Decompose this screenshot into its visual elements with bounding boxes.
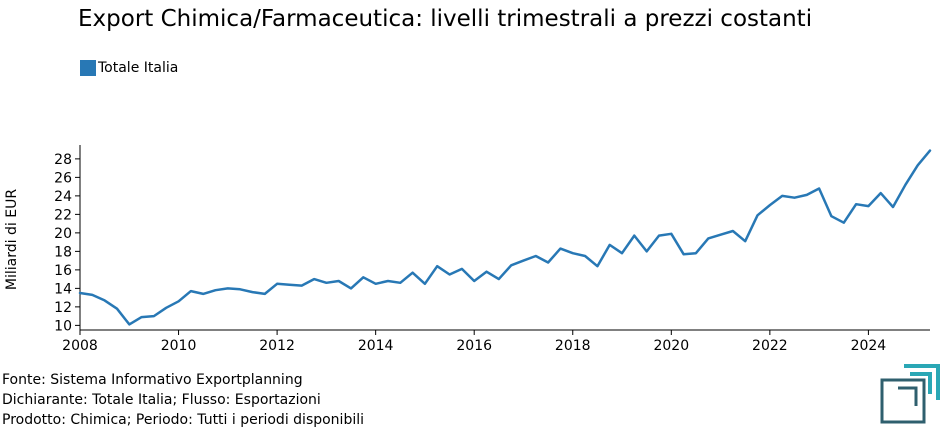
y-axis-label: Miliardi di EUR: [4, 189, 20, 290]
y-tick-label: 26: [54, 170, 72, 186]
declarant-note: Dichiarante: Totale Italia; Flusso: Espo…: [2, 392, 321, 408]
x-tick-label: 2022: [752, 338, 788, 354]
y-tick-label: 16: [54, 263, 72, 279]
y-tick-label: 10: [54, 318, 72, 334]
y-tick-label: 22: [54, 207, 72, 223]
y-tick-label: 28: [54, 152, 72, 168]
chart-title: Export Chimica/Farmaceutica: livelli tri…: [78, 6, 813, 32]
source-note: Fonte: Sistema Informativo Exportplannin…: [2, 372, 303, 388]
product-note: Prodotto: Chimica; Periodo: Tutti i peri…: [2, 412, 365, 428]
x-tick-label: 2014: [358, 338, 394, 354]
y-tick-label: 18: [54, 244, 72, 260]
chart-footer: Fonte: Sistema Informativo Exportplannin…: [2, 370, 364, 430]
y-tick-label: 24: [54, 189, 72, 205]
x-tick-label: 2016: [456, 338, 492, 354]
legend: Totale Italia: [80, 60, 178, 76]
x-tick-label: 2020: [653, 338, 689, 354]
legend-swatch: [80, 60, 96, 76]
y-tick-label: 12: [54, 300, 72, 316]
exportplanning-logo-icon: [880, 364, 940, 424]
x-tick-label: 2012: [259, 338, 295, 354]
y-tick-label: 14: [54, 281, 72, 297]
x-tick-label: 2018: [555, 338, 591, 354]
x-tick-label: 2024: [851, 338, 887, 354]
y-tick-label: 20: [54, 226, 72, 242]
series-line-totale-italia: [78, 149, 932, 326]
x-tick-label: 2010: [161, 338, 197, 354]
x-tick-label: 2008: [62, 338, 98, 354]
legend-label: Totale Italia: [98, 60, 179, 76]
